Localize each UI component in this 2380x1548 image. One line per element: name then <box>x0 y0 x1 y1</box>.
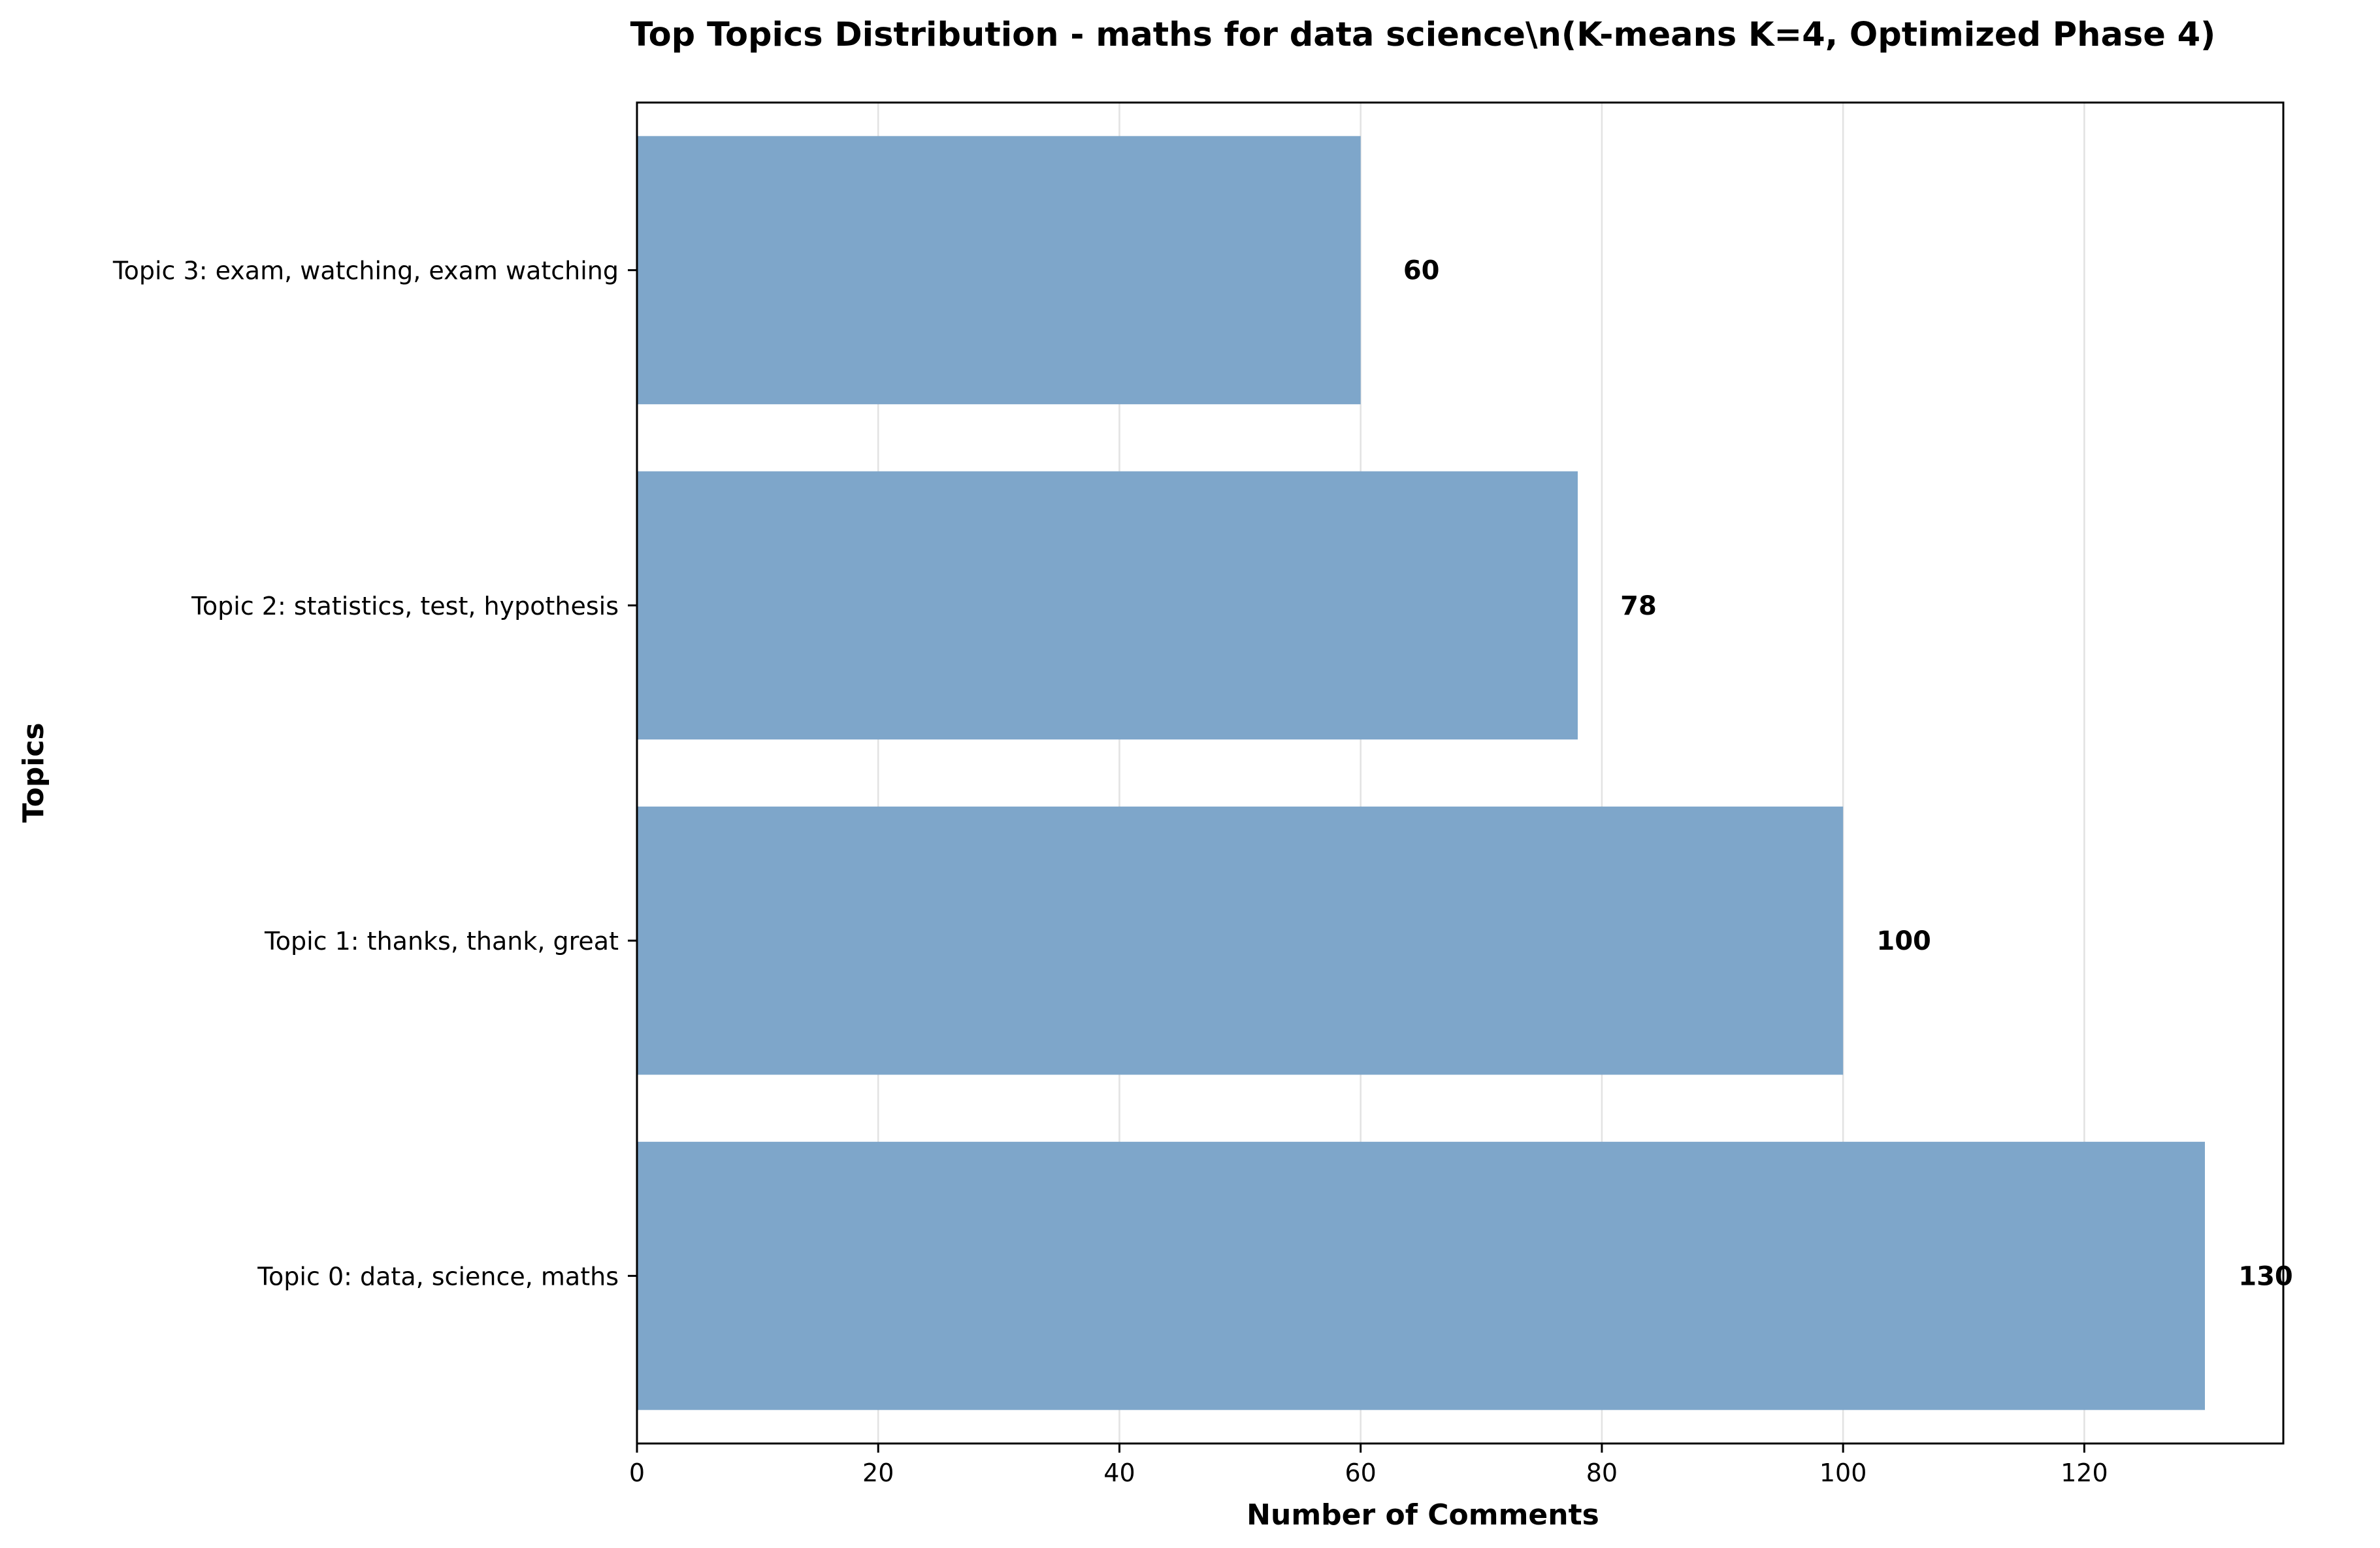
bar <box>637 471 1578 740</box>
y-tick-label: Topic 2: statistics, test, hypothesis <box>191 592 619 621</box>
x-tick-label: 0 <box>629 1459 645 1487</box>
y-axis-label: Topics <box>17 722 50 822</box>
x-axis-label: Number of Comments <box>1247 1498 1599 1532</box>
axes: 0 20 40 60 80 100 120 Topic 0: data, science, m… <box>112 101 2285 1487</box>
bars <box>637 136 2205 1410</box>
x-tick-label: 60 <box>1345 1459 1377 1487</box>
x-tick-label: 20 <box>862 1459 894 1487</box>
x-tick-label: 40 <box>1103 1459 1135 1487</box>
bar-value-label: 60 <box>1403 256 1440 286</box>
bar <box>637 136 1361 404</box>
x-tick-label: 80 <box>1586 1459 1618 1487</box>
y-tick-label: Topic 0: data, science, maths <box>257 1262 619 1291</box>
bar <box>637 1142 2205 1410</box>
chart-title: Top Topics Distribution - maths for data… <box>630 16 2216 54</box>
y-tick-label: Topic 3: exam, watching, exam watching <box>112 257 619 285</box>
x-tick-label: 120 <box>2061 1459 2108 1487</box>
bar-value-label: 78 <box>1620 591 1657 621</box>
x-tick-label: 100 <box>1819 1459 1867 1487</box>
plot-frame <box>636 101 2285 1445</box>
bar-value-label: 100 <box>1876 926 1931 956</box>
bar-value-label: 130 <box>2238 1261 2293 1291</box>
bar <box>637 806 1844 1075</box>
y-tick-label: Topic 1: thanks, thank, great <box>264 927 619 956</box>
